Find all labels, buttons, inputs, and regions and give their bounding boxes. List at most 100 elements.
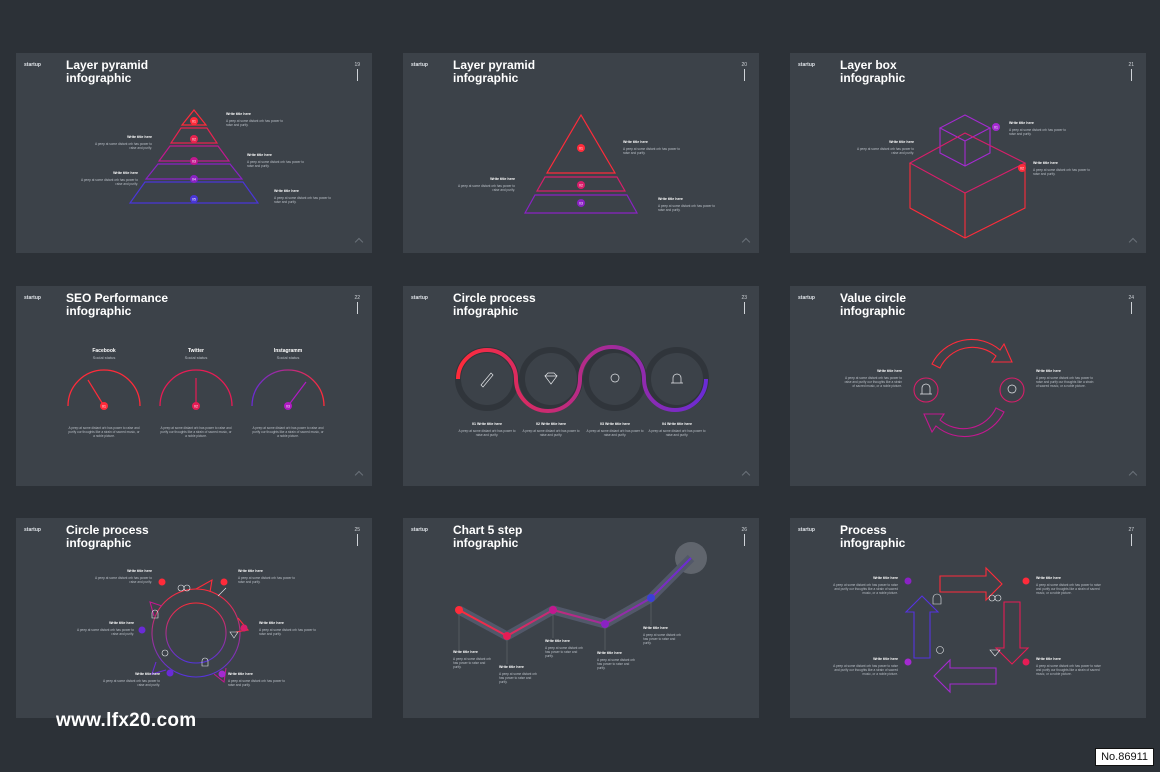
diamond-icon — [544, 372, 558, 385]
item-title: Write title here — [109, 621, 134, 625]
item-title: Write title here — [113, 171, 138, 175]
step-desc: A peep at some distant orb has power to … — [648, 429, 706, 438]
binoculars-icon — [988, 594, 996, 602]
item-desc: A peep at some distant orb has power to … — [1009, 128, 1067, 137]
slide-thumbnail-26[interactable]: startup Chart 5 step infographic 26 Write… — [403, 518, 759, 718]
item-desc: A peep at some distant orb has power to … — [833, 583, 898, 596]
gauge-desc: A peep at some distant orb has power to … — [160, 426, 232, 439]
item-desc: A peep at some distant orb has power to … — [94, 576, 152, 585]
item-desc: A peep at some distant orb has power to … — [499, 672, 537, 685]
gauge-sub: Social status — [92, 355, 116, 360]
page-number: 26 — [741, 527, 747, 533]
bulb-icon — [161, 649, 169, 657]
page-number: 22 — [354, 295, 360, 301]
pyramid-marker-3: 03 — [579, 201, 583, 205]
page-number: 20 — [741, 62, 747, 68]
slide-title: Layer pyramid infographic — [453, 58, 536, 85]
item-title: Write title here — [873, 657, 898, 661]
slide-thumbnail-20[interactable]: startup Layer pyramid infographic 20 01 0… — [403, 53, 759, 253]
slide-title: Value circle infographic — [840, 291, 907, 318]
item-title: Write title here — [247, 153, 272, 157]
box-marker-2: 02 — [1020, 166, 1024, 170]
item-title: Write title here — [877, 369, 902, 373]
pyramid-marker-5: 05 — [192, 197, 196, 201]
slide-thumbnail-21[interactable]: startup Layer box infographic 21 01 02 Wr… — [790, 53, 1146, 253]
item-title: Write title here — [228, 672, 253, 676]
bell-icon — [151, 609, 159, 619]
page-number: 25 — [354, 527, 360, 533]
gauge-value-1: 01 — [102, 404, 106, 408]
step-title: 03 Write title here — [600, 422, 630, 426]
slide-title: Circle process infographic — [453, 291, 536, 318]
item-title: Write title here — [453, 650, 478, 654]
gauge-name: Instagramm — [273, 348, 303, 354]
bulb-icon — [936, 646, 944, 654]
item-desc: A peep at some distant orb has power to … — [457, 184, 515, 193]
item-title: Write title here — [545, 639, 570, 643]
item-desc: A peep at some distant orb has power to … — [238, 576, 296, 585]
step-title: 04 Write title here — [662, 422, 692, 426]
item-desc: A peep at some distant orb has power to … — [643, 633, 681, 646]
gauge-desc: A peep at some distant orb has power to … — [252, 426, 324, 439]
slide-thumbnail-19[interactable]: startup Layer pyramid infographic 19 01 0… — [16, 53, 372, 253]
gauge-graphic: 01 02 03 — [67, 369, 325, 410]
page-number: 19 — [354, 62, 360, 68]
page-divider — [357, 302, 358, 314]
brand-label: startup — [798, 295, 815, 301]
pencil-icon — [217, 587, 227, 597]
gauge-desc: A peep at some distant orb has power to … — [68, 426, 140, 439]
page-number: 27 — [1128, 527, 1134, 533]
item-desc: A peep at some distant orb has power to … — [102, 679, 160, 688]
diamond-icon — [989, 649, 1001, 657]
gauge-value-2: 02 — [194, 404, 198, 408]
slide-thumbnail-27[interactable]: startup Process infographic 27 — [790, 518, 1146, 718]
item-title: Write title here — [490, 177, 515, 181]
slide-thumbnail-25[interactable]: startup Circle process infographic 25 — [16, 518, 372, 718]
item-desc: A peep at some distant orb has power to … — [274, 196, 332, 205]
page-number: 21 — [1128, 62, 1134, 68]
layer-pyramid-graphic: 01 02 03 — [523, 113, 639, 214]
five-step-path-graphic — [455, 542, 707, 664]
item-desc: A peep at some distant orb has power to … — [259, 628, 317, 637]
item-title: Write title here — [597, 651, 622, 655]
id-badge: No.86911 — [1095, 748, 1154, 766]
slide-title: Circle process infographic — [66, 523, 149, 550]
page-number: 23 — [741, 295, 747, 301]
item-desc: A peep at some distant orb has power to … — [1036, 664, 1101, 677]
item-desc: A peep at some distant orb has power to … — [80, 178, 138, 187]
slide-thumbnail-22[interactable]: startup SEO Performance infographic 22 01… — [16, 286, 372, 486]
gauge-value-3: 03 — [286, 404, 290, 408]
gauge-sub: Social status — [276, 355, 300, 360]
pyramid-marker-1: 01 — [579, 146, 583, 150]
page-divider — [1131, 534, 1132, 546]
item-title: Write title here — [499, 665, 524, 669]
brand-label: startup — [24, 527, 41, 533]
item-desc: A peep at some distant orb has power to … — [94, 142, 152, 151]
binoculars-icon — [177, 584, 185, 592]
pencil-icon — [480, 372, 494, 388]
item-title: Write title here — [1009, 121, 1034, 125]
slide-thumbnail-24[interactable]: startup Value circle infographic 24 Write… — [790, 286, 1146, 486]
item-title: Write title here — [135, 672, 160, 676]
page-divider — [1131, 69, 1132, 81]
item-title: Write title here — [259, 621, 284, 625]
watermark-text: www.lfx20.com — [56, 710, 197, 731]
slide-thumbnail-23[interactable]: startup Circle process infographic 23 01 … — [403, 286, 759, 486]
step-title: 01 Write title here — [472, 422, 502, 426]
slide-title: Layer pyramid infographic — [66, 58, 149, 85]
brand-label: startup — [411, 527, 428, 533]
page-divider — [744, 534, 745, 546]
brand-label: startup — [411, 295, 428, 301]
page-divider — [1131, 302, 1132, 314]
bulb-icon — [1007, 384, 1017, 394]
item-desc: A peep at some distant orb has power to … — [856, 147, 914, 156]
box-marker-1: 01 — [994, 125, 998, 129]
item-title: Write title here — [127, 135, 152, 139]
item-desc: A peep at some distant orb has power to … — [1036, 583, 1101, 596]
bell-icon — [671, 373, 683, 384]
item-desc: A peep at some distant orb has power to … — [228, 679, 286, 688]
item-desc: A peep at some distant orb has power to … — [833, 664, 898, 677]
process-arrows-graphic — [904, 566, 1030, 694]
pyramid-marker-3: 03 — [192, 159, 196, 163]
